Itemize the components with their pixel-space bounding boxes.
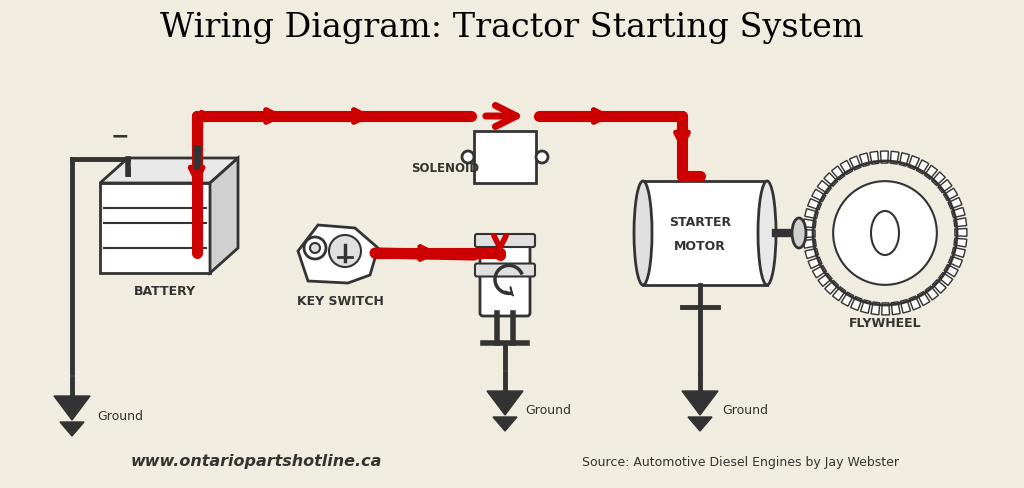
FancyBboxPatch shape — [475, 234, 535, 247]
Polygon shape — [859, 153, 869, 166]
Polygon shape — [881, 151, 888, 163]
Circle shape — [462, 151, 474, 163]
Polygon shape — [925, 165, 938, 179]
Polygon shape — [909, 296, 921, 310]
Text: KEY SWITCH: KEY SWITCH — [297, 295, 383, 308]
Polygon shape — [938, 180, 952, 193]
Polygon shape — [954, 238, 967, 247]
FancyBboxPatch shape — [475, 264, 535, 277]
Polygon shape — [831, 166, 845, 180]
Circle shape — [304, 237, 326, 259]
Polygon shape — [812, 265, 826, 278]
Text: SOLENOID: SOLENOID — [411, 162, 479, 175]
Polygon shape — [493, 417, 517, 431]
Polygon shape — [926, 286, 938, 300]
Text: +: + — [189, 105, 213, 134]
Polygon shape — [487, 391, 523, 415]
Polygon shape — [812, 189, 825, 202]
Ellipse shape — [634, 181, 652, 285]
Polygon shape — [944, 264, 958, 277]
Polygon shape — [805, 248, 818, 259]
Polygon shape — [833, 287, 846, 301]
Polygon shape — [850, 156, 861, 170]
Polygon shape — [803, 230, 815, 238]
Polygon shape — [948, 256, 963, 267]
Polygon shape — [100, 158, 238, 183]
Text: BATTERY: BATTERY — [134, 285, 196, 298]
Polygon shape — [955, 228, 967, 236]
Polygon shape — [805, 209, 818, 219]
Ellipse shape — [758, 181, 776, 285]
Text: STARTER: STARTER — [669, 217, 731, 229]
Polygon shape — [882, 303, 890, 315]
Text: Ground: Ground — [722, 404, 768, 416]
Text: FLYWHEEL: FLYWHEEL — [849, 317, 922, 330]
Polygon shape — [948, 198, 962, 209]
Text: Source: Automotive Diesel Engines by Jay Webster: Source: Automotive Diesel Engines by Jay… — [582, 456, 898, 469]
Ellipse shape — [792, 218, 806, 248]
Polygon shape — [818, 273, 831, 286]
Polygon shape — [890, 151, 899, 164]
Polygon shape — [891, 302, 900, 315]
Polygon shape — [824, 281, 839, 294]
Polygon shape — [803, 219, 816, 228]
Polygon shape — [474, 131, 536, 183]
Circle shape — [536, 151, 548, 163]
Polygon shape — [900, 300, 910, 313]
Polygon shape — [100, 183, 210, 273]
Polygon shape — [918, 292, 930, 305]
Polygon shape — [851, 297, 862, 310]
Polygon shape — [804, 239, 816, 248]
Polygon shape — [817, 181, 831, 194]
Polygon shape — [871, 302, 880, 315]
Polygon shape — [933, 280, 946, 293]
Polygon shape — [860, 300, 870, 313]
Circle shape — [329, 235, 361, 267]
Polygon shape — [808, 257, 822, 268]
Polygon shape — [939, 272, 952, 285]
Polygon shape — [808, 199, 821, 210]
Polygon shape — [643, 181, 767, 285]
Text: Wiring Diagram: Tractor Starting System: Wiring Diagram: Tractor Starting System — [160, 12, 864, 44]
Polygon shape — [943, 188, 957, 201]
Polygon shape — [908, 156, 920, 169]
Polygon shape — [688, 417, 712, 431]
FancyBboxPatch shape — [480, 240, 530, 316]
Polygon shape — [210, 158, 238, 273]
Polygon shape — [953, 218, 967, 226]
Text: Ground: Ground — [525, 404, 571, 416]
Circle shape — [834, 181, 937, 285]
Polygon shape — [951, 207, 965, 218]
Polygon shape — [916, 160, 929, 174]
Text: MOTOR: MOTOR — [674, 240, 726, 252]
Polygon shape — [60, 422, 84, 436]
Text: Ground: Ground — [97, 409, 143, 423]
Polygon shape — [54, 396, 90, 420]
Text: www.ontariopartshotline.ca: www.ontariopartshotline.ca — [130, 454, 382, 469]
Polygon shape — [899, 153, 909, 166]
Polygon shape — [682, 391, 718, 415]
Polygon shape — [298, 225, 378, 283]
Polygon shape — [841, 292, 853, 306]
Polygon shape — [932, 172, 945, 185]
Polygon shape — [869, 151, 879, 164]
Polygon shape — [824, 173, 838, 186]
Polygon shape — [952, 247, 966, 257]
Text: −: − — [111, 126, 129, 146]
Polygon shape — [840, 161, 852, 174]
Circle shape — [310, 243, 319, 253]
Ellipse shape — [871, 211, 899, 255]
